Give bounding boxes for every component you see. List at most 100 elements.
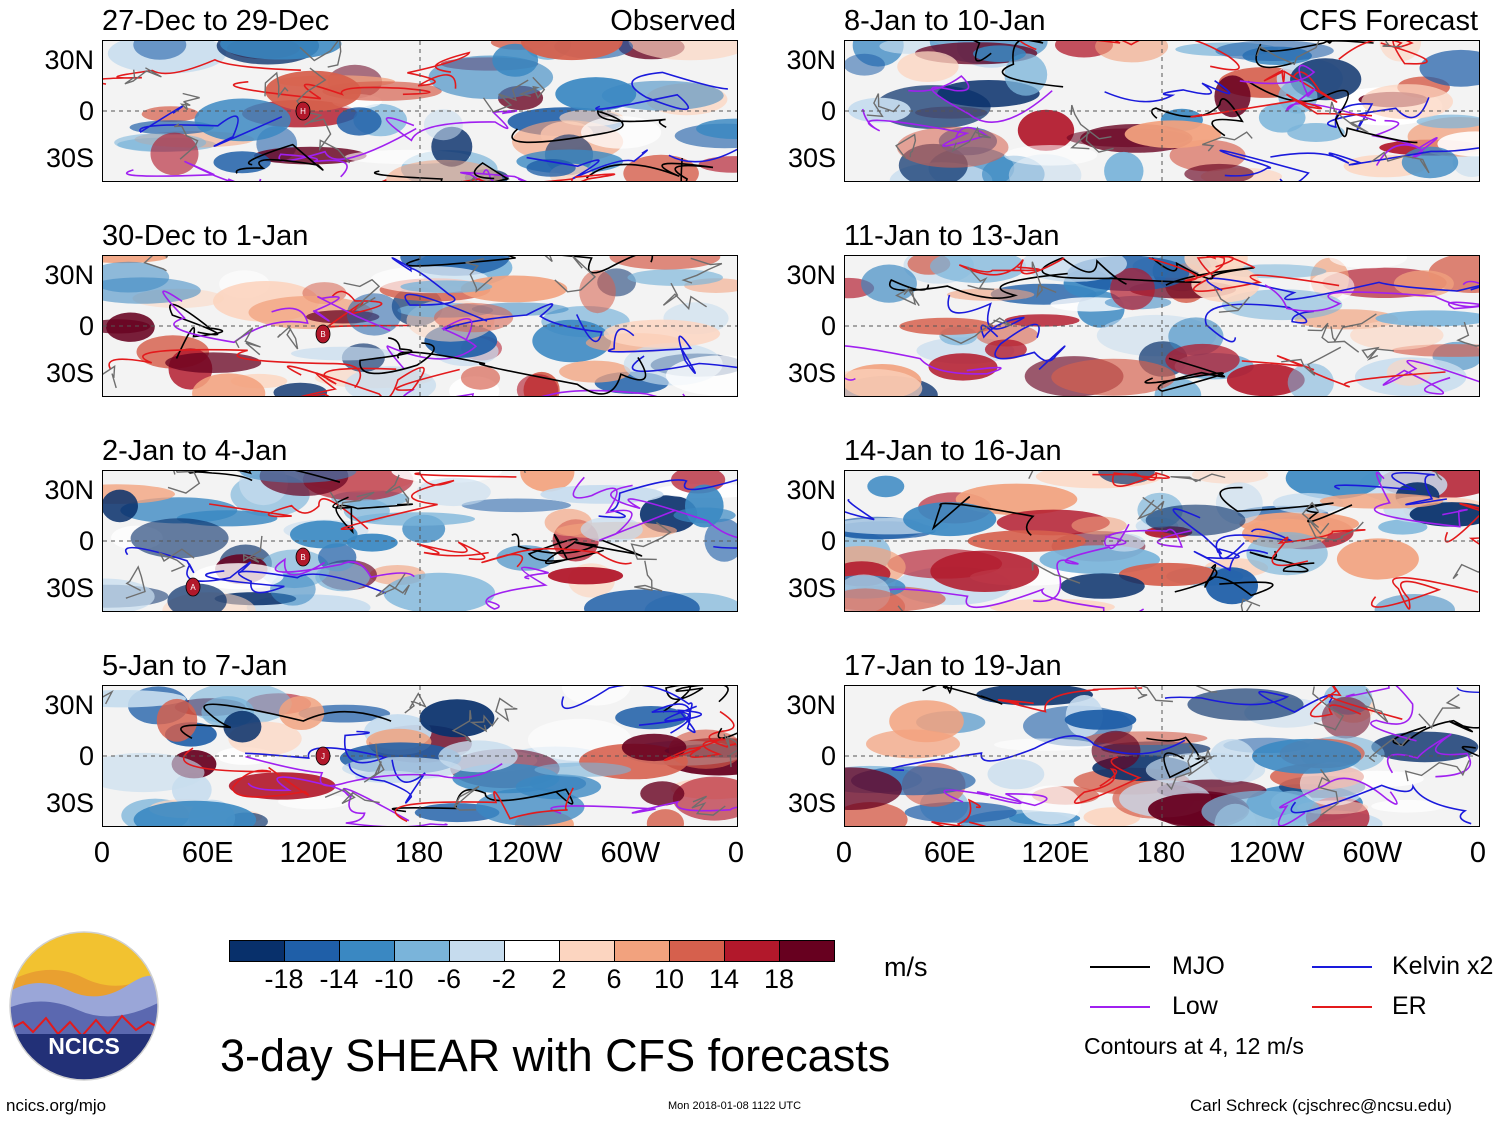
coastline — [966, 266, 995, 291]
contour-line — [511, 533, 643, 557]
contour-line — [205, 570, 387, 594]
storm-marker: B — [315, 324, 331, 344]
y-tick-label: 0 — [78, 526, 94, 556]
contour-line — [180, 703, 392, 740]
coastline — [630, 521, 672, 561]
contour-line — [994, 323, 1066, 370]
legend-mjo-line — [1090, 966, 1150, 968]
map-panel — [844, 470, 1480, 612]
contour-line — [208, 498, 369, 530]
shear-blob — [1258, 102, 1306, 133]
contour-line — [997, 687, 1143, 713]
shear-blob — [930, 256, 1026, 283]
coastline — [465, 258, 493, 293]
shear-blob — [534, 762, 632, 777]
colorbar-level-label: 10 — [653, 964, 685, 994]
x-tick-label: 60E — [923, 837, 976, 869]
colorbar-level-label: -10 — [374, 964, 414, 994]
shear-blob — [1285, 471, 1382, 500]
contour-line — [373, 162, 510, 181]
shear-blob — [994, 738, 1094, 751]
y-tick-label: 30S — [787, 358, 836, 388]
contour-line — [889, 587, 1145, 611]
shear-blob — [987, 759, 1045, 790]
contour-line — [527, 533, 604, 565]
shear-blob — [129, 120, 214, 135]
panel-title: 8-Jan to 10-Jan — [844, 5, 1046, 37]
y-tick-label: 0 — [820, 96, 836, 126]
shear-blob — [194, 98, 291, 142]
y-tick-label: 30N — [786, 45, 836, 75]
contour-line — [1326, 97, 1430, 131]
contour-line — [631, 355, 737, 373]
shear-blob — [460, 366, 501, 390]
shear-blob — [673, 507, 736, 524]
contour-line — [668, 148, 737, 163]
coastline — [299, 41, 342, 68]
contour-line — [1144, 357, 1226, 392]
shear-blob — [156, 698, 198, 742]
shear-blob — [547, 567, 624, 585]
contour-line — [162, 290, 309, 344]
coastline — [363, 743, 385, 783]
shear-blob — [627, 269, 723, 286]
contour-line — [182, 747, 310, 798]
coastline — [385, 474, 410, 505]
contour-line — [888, 272, 1068, 299]
contour-line — [1264, 284, 1479, 312]
shear-blob — [628, 41, 737, 61]
shear-blob — [315, 562, 370, 592]
coastline — [1166, 745, 1195, 791]
contour-line — [1461, 745, 1479, 757]
colorbar-swatch — [559, 940, 615, 962]
contour-line — [922, 686, 1003, 705]
contour-line — [1239, 64, 1377, 122]
storm-marker: H — [295, 101, 311, 121]
coastline — [1213, 286, 1250, 313]
x-tick-label: 120W — [1228, 837, 1305, 869]
coastline — [277, 326, 299, 350]
shear-blob — [1004, 145, 1098, 166]
x-tick-label: 180 — [394, 837, 444, 869]
contour-line — [1103, 528, 1192, 548]
y-tick-label: 0 — [78, 741, 94, 771]
map-panel: J — [102, 685, 738, 827]
shear-blob — [1287, 123, 1345, 142]
coastline — [1312, 686, 1345, 731]
shear-blob — [867, 475, 905, 498]
contour-line — [861, 108, 989, 147]
coastline — [103, 690, 114, 705]
shear-blob — [1165, 343, 1240, 377]
shear-blob — [1375, 310, 1479, 327]
contour-line — [381, 173, 615, 181]
shear-blob — [845, 588, 906, 611]
contour-line — [1206, 277, 1479, 301]
shear-blob — [704, 518, 737, 562]
shear-blob — [103, 489, 138, 523]
shear-blob — [1378, 519, 1428, 535]
panel-title: 17-Jan to 19-Jan — [844, 650, 1062, 682]
colorbar-level-label: 18 — [763, 964, 795, 994]
contour-line — [1263, 69, 1338, 103]
coastline — [1452, 563, 1479, 580]
coastline — [1307, 322, 1360, 353]
contour-line — [286, 365, 460, 396]
legend-kelvin-line — [1312, 966, 1372, 968]
coastline — [1281, 346, 1342, 376]
contour-line — [394, 787, 574, 823]
coastline — [895, 133, 917, 159]
contour-line — [1174, 563, 1274, 597]
shear-blob — [1336, 538, 1419, 580]
colorbar-swatch — [339, 940, 395, 962]
shear-blob — [1361, 84, 1453, 120]
coastline — [1368, 735, 1412, 763]
shear-blob — [1252, 738, 1362, 774]
y-tick-label: 30N — [786, 260, 836, 290]
shear-blob — [270, 572, 316, 606]
shear-blob — [133, 800, 257, 826]
contour-line — [511, 110, 667, 144]
coastline — [1256, 41, 1320, 66]
contour-line — [1204, 303, 1314, 343]
contour-line — [561, 686, 697, 722]
contour-line — [973, 41, 1064, 88]
